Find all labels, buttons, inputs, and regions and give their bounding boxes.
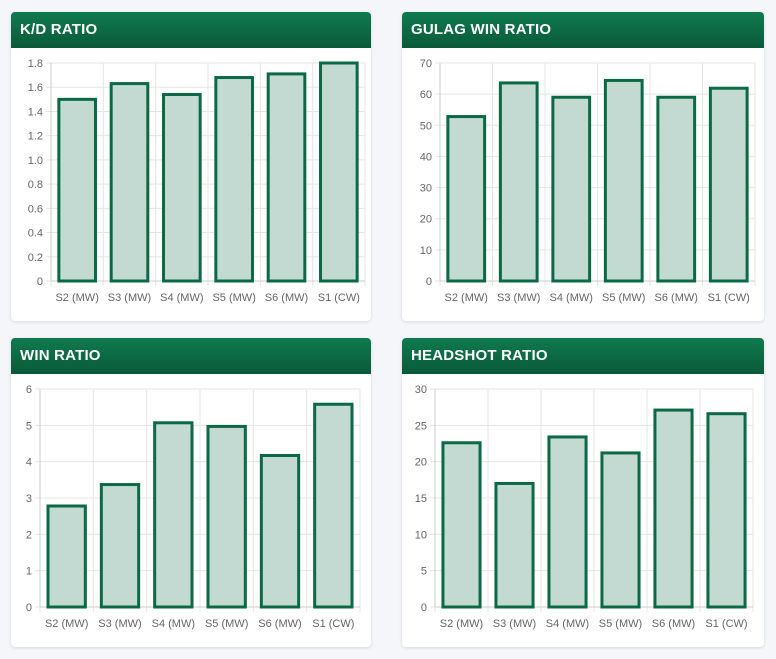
y-tick-label: 4 [26,457,32,469]
x-tick-label: S6 (MW) [652,618,695,630]
bar[interactable] [551,95,592,283]
x-tick-label: S4 (MW) [152,618,195,630]
y-tick-label: 0.8 [28,179,43,191]
bar[interactable] [162,92,202,283]
y-tick-label: 1 [26,566,32,578]
y-tick-label: 5 [26,420,32,432]
y-tick-label: 6 [26,384,32,396]
y-tick-label: 20 [420,214,432,226]
bar[interactable] [441,441,482,609]
x-tick-label: S5 (MW) [205,618,248,630]
y-tick-label: 0.4 [28,228,43,240]
y-tick-label: 0 [37,276,43,288]
kd-ratio-card: K/D RATIO 0 0.2 0.4 0.6 0.8 1.0 1.2 1.4 1.6 1.8 S2… [11,12,371,321]
bar[interactable] [266,72,307,283]
bar[interactable] [547,435,588,609]
x-tick-label: S3 (MW) [493,618,536,630]
y-tick-label: 30 [415,384,427,396]
gulag-win-ratio-card: GULAG WIN RATIO 0 10 20 30 40 50 60 70 S2 (MW) S3… [402,12,764,321]
x-tick-label: S5 (MW) [212,292,255,304]
y-tick-label: 15 [415,493,427,505]
y-tick-label: 10 [420,245,432,257]
x-tick-label: S2 (MW) [445,292,488,304]
bar[interactable] [206,424,247,609]
win-ratio-card: WIN RATIO 0 1 2 3 4 5 6 S2 (MW) S3 (MW) S4 (MW) S5… [11,338,371,647]
x-tick-label: S2 (MW) [55,292,98,304]
x-tick-label: S4 (MW) [546,618,589,630]
y-tick-label: 1.8 [28,58,43,70]
bar[interactable] [46,504,87,609]
x-tick-label: S1 (CW) [708,292,750,304]
gulag-win-ratio-chart: 0 10 20 30 40 50 60 70 S2 (MW) S3 (MW) S4 (MW) S5 (… [420,58,756,304]
y-tick-label: 5 [421,566,427,578]
bar[interactable] [214,76,254,283]
y-tick-label: 2 [26,529,32,541]
y-tick-label: 3 [26,493,32,505]
x-tick-label: S3 (MW) [497,292,540,304]
y-tick-label: 0.6 [28,203,43,215]
bar[interactable] [259,453,301,609]
x-tick-label: S1 (CW) [312,618,354,630]
kd-ratio-chart: 0 0.2 0.4 0.6 0.8 1.0 1.2 1.4 1.6 1.8 S2 (MW) S3 (M… [28,58,366,304]
y-tick-label: 70 [420,58,432,70]
bar[interactable] [603,78,644,283]
bar[interactable] [600,451,641,609]
bar[interactable] [319,61,359,283]
y-tick-label: 0 [26,602,32,614]
win-ratio-chart: 0 1 2 3 4 5 6 S2 (MW) S3 (MW) S4 (MW) S5 (MW) S6 (M… [26,384,361,630]
bar[interactable] [498,81,539,283]
bar[interactable] [494,481,535,609]
y-tick-label: 10 [415,529,427,541]
kd-ratio-title: K/D RATIO [11,12,371,48]
x-tick-label: S6 (MW) [258,618,301,630]
bar[interactable] [653,408,694,609]
y-tick-label: 60 [420,89,432,101]
y-tick-label: 0 [426,276,432,288]
y-tick-label: 1.0 [28,155,43,167]
y-tick-label: 40 [420,151,432,163]
bar[interactable] [656,95,697,283]
y-tick-label: 30 [420,183,432,195]
x-tick-label: S4 (MW) [550,292,593,304]
y-tick-label: 1.4 [28,106,43,118]
headshot-ratio-title: HEADSHOT RATIO [402,338,764,374]
headshot-ratio-card: HEADSHOT RATIO 0 5 10 15 20 25 30 S2 (MW) S3 (MW… [402,338,764,647]
bar[interactable] [706,412,747,609]
headshot-ratio-chart: 0 5 10 15 20 25 30 S2 (MW) S3 (MW) S4 (MW) S5 (MW)… [415,384,754,630]
x-tick-label: S1 (CW) [318,292,360,304]
bar[interactable] [153,421,194,609]
x-tick-label: S3 (MW) [108,292,151,304]
x-tick-label: S6 (MW) [655,292,698,304]
x-tick-label: S2 (MW) [440,618,483,630]
y-tick-label: 1.2 [28,131,43,143]
y-tick-label: 1.6 [28,82,43,94]
bar[interactable] [708,86,749,283]
x-tick-label: S4 (MW) [160,292,203,304]
bar[interactable] [99,483,141,609]
y-tick-label: 25 [415,420,427,432]
win-ratio-title: WIN RATIO [11,338,371,374]
y-tick-label: 50 [420,120,432,132]
bar[interactable] [109,82,150,283]
y-tick-label: 20 [415,457,427,469]
x-tick-label: S6 (MW) [265,292,308,304]
y-tick-label: 0.2 [28,252,43,264]
x-tick-label: S2 (MW) [45,618,88,630]
bar[interactable] [446,115,487,283]
x-tick-label: S5 (MW) [599,618,642,630]
bar[interactable] [313,402,354,609]
bar[interactable] [57,97,97,283]
gulag-win-ratio-title: GULAG WIN RATIO [402,12,764,48]
x-tick-label: S1 (CW) [705,618,747,630]
x-tick-label: S3 (MW) [98,618,141,630]
x-tick-label: S5 (MW) [602,292,645,304]
y-tick-label: 0 [421,602,427,614]
